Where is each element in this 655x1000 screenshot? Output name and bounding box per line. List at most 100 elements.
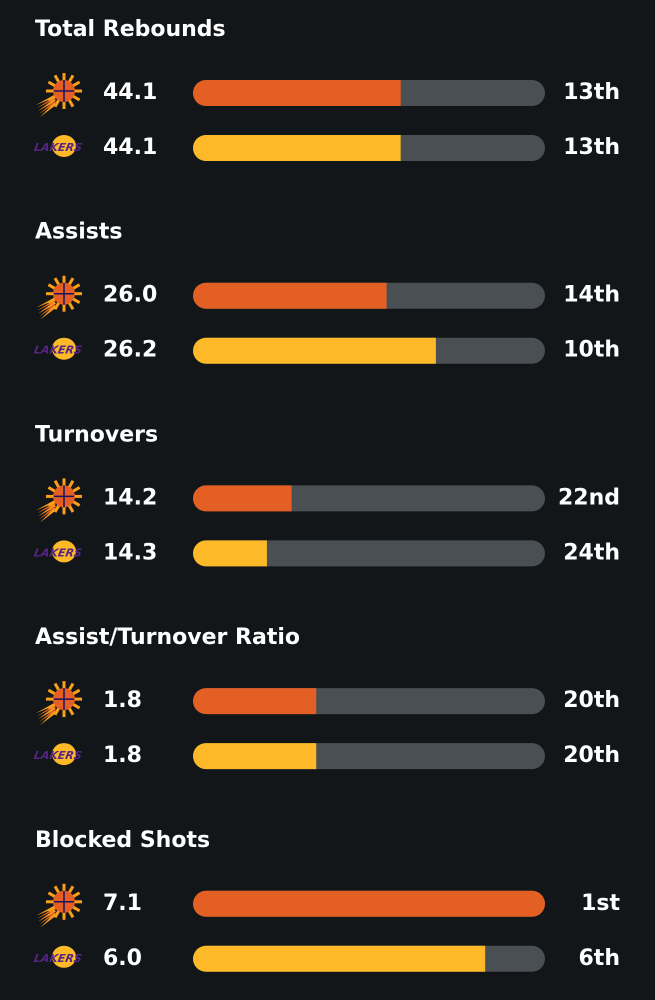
section-title: Turnovers	[35, 422, 158, 447]
suns-flame	[38, 301, 56, 314]
suns-flame	[40, 305, 56, 320]
stat-value: 44.1	[103, 80, 157, 105]
stat-value: 44.1	[103, 135, 157, 160]
lakers-ball	[52, 337, 76, 360]
suns-ray	[53, 98, 61, 108]
suns-ray	[53, 682, 61, 692]
suns-ray	[67, 277, 75, 286]
suns-ray	[53, 504, 61, 513]
suns-ray	[71, 486, 81, 493]
suns-ray	[47, 702, 57, 710]
lakers-ball	[52, 135, 76, 157]
suns-ray	[71, 500, 81, 507]
suns-flame	[40, 103, 56, 117]
bar-fill	[193, 337, 436, 364]
bar-fill	[193, 80, 401, 106]
rank-label: 20th	[563, 743, 620, 768]
stat-value: 1.8	[103, 688, 142, 713]
suns-flame	[38, 504, 56, 517]
suns-logo	[36, 883, 82, 928]
suns-ray	[67, 504, 75, 513]
suns-seam	[54, 80, 74, 102]
bar-fill	[193, 890, 545, 917]
bar-fill	[193, 688, 317, 715]
rank-label: 24th	[563, 540, 620, 565]
suns-ray	[53, 480, 61, 489]
suns-flame	[39, 911, 56, 925]
suns-ray	[53, 277, 61, 286]
suns-ray	[47, 94, 57, 102]
suns-logo	[36, 73, 82, 117]
lakers-logo: LAKERS	[33, 540, 83, 563]
suns-flame	[40, 508, 56, 523]
rank-label: 6th	[579, 946, 621, 971]
suns-ray	[71, 702, 81, 710]
rank-label: 1st	[581, 891, 620, 916]
section-title: Total Rebounds	[35, 17, 226, 42]
suns-logo	[36, 478, 82, 523]
suns-ray	[67, 885, 75, 894]
suns-ray	[71, 94, 81, 102]
suns-seam	[54, 890, 74, 913]
suns-ray	[53, 909, 61, 919]
suns-ray	[67, 98, 75, 108]
lakers-ball	[52, 945, 76, 968]
suns-ray	[47, 688, 57, 696]
suns-logo	[36, 275, 82, 320]
lakers-ball	[52, 540, 76, 563]
suns-ray	[47, 283, 57, 290]
suns-flame	[38, 99, 56, 111]
suns-ray	[53, 707, 61, 716]
suns-ray	[47, 486, 57, 493]
bar-track	[193, 540, 545, 567]
suns-ray	[47, 297, 57, 304]
suns-ray	[71, 905, 81, 913]
lakers-logo-text: LAKERS	[33, 749, 83, 762]
section-title: Blocked Shots	[35, 828, 210, 853]
suns-ray	[71, 688, 81, 696]
stat-value: 14.3	[103, 540, 157, 565]
suns-flame	[39, 506, 56, 520]
lakers-logo: LAKERS	[33, 743, 83, 766]
suns-seam	[54, 688, 74, 711]
stat-value: 26.0	[103, 283, 157, 308]
suns-ray	[53, 74, 61, 84]
lakers-logo-text: LAKERS	[33, 141, 83, 154]
stat-value: 26.2	[103, 338, 157, 363]
suns-logo	[36, 681, 82, 726]
stat-value: 14.2	[103, 485, 157, 510]
rank-label: 13th	[563, 135, 620, 160]
suns-ray	[47, 80, 57, 88]
lakers-logo: LAKERS	[33, 135, 83, 157]
stat-value: 6.0	[103, 946, 142, 971]
suns-seam	[54, 485, 74, 508]
rank-label: 22nd	[558, 485, 620, 510]
rank-label: 10th	[563, 338, 620, 363]
section-title: Assist/Turnover Ratio	[35, 625, 300, 650]
suns-ray	[53, 301, 61, 311]
suns-ray	[67, 480, 75, 489]
stat-value: 7.1	[103, 891, 142, 916]
suns-ray	[67, 74, 75, 84]
suns-ray	[71, 283, 81, 290]
suns-ray	[47, 905, 57, 913]
lakers-ball	[52, 743, 76, 766]
suns-ray	[53, 885, 61, 894]
suns-ray	[67, 909, 75, 919]
lakers-logo: LAKERS	[33, 337, 83, 360]
lakers-logo-text: LAKERS	[33, 952, 83, 965]
suns-flame	[38, 707, 56, 720]
lakers-logo-text: LAKERS	[33, 344, 83, 357]
suns-flame	[40, 913, 56, 928]
suns-ray	[47, 500, 57, 507]
suns-ray	[71, 891, 81, 899]
suns-flame	[39, 709, 56, 723]
suns-flame	[38, 909, 56, 922]
rank-label: 20th	[563, 688, 620, 713]
suns-ray	[67, 682, 75, 692]
bar-fill	[193, 540, 267, 567]
bar-fill	[193, 945, 486, 972]
rank-label: 13th	[563, 80, 620, 105]
section-title: Assists	[35, 220, 122, 245]
